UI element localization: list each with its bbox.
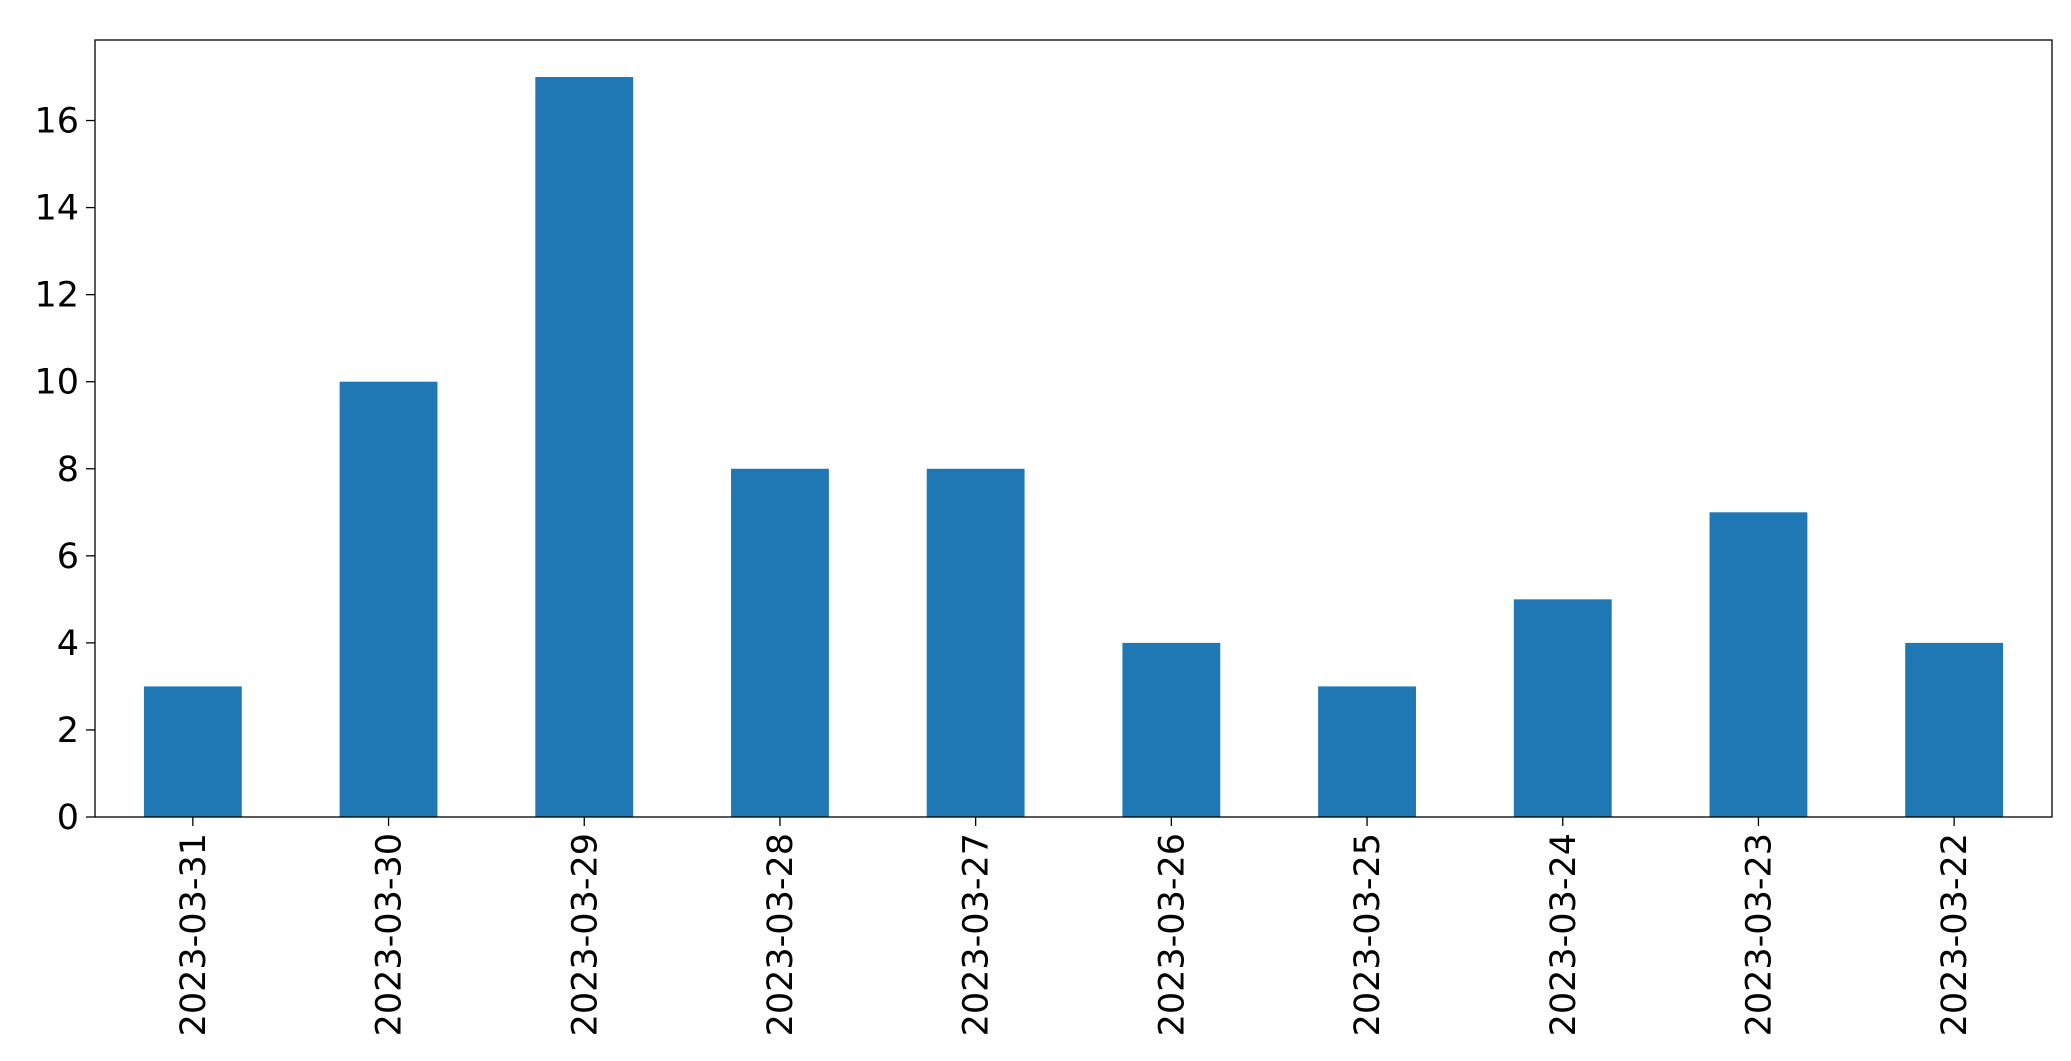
bar — [926, 468, 1025, 817]
x-tick-label: 2023-03-27 — [957, 833, 997, 1036]
plot-frame — [94, 39, 2053, 818]
y-tick-label: 10 — [34, 363, 79, 403]
bar — [1513, 599, 1612, 817]
x-tick-label: 2023-03-22 — [1935, 833, 1975, 1036]
x-tick-label: 2023-03-30 — [370, 833, 410, 1036]
x-tick-label: 2023-03-25 — [1348, 833, 1388, 1036]
bar — [1709, 512, 1808, 817]
x-tick-label: 2023-03-24 — [1544, 833, 1584, 1036]
y-tick-label: 14 — [34, 189, 79, 229]
x-tick-label: 2023-03-26 — [1152, 833, 1192, 1036]
bar — [1122, 642, 1221, 817]
x-tick-label: 2023-03-31 — [174, 833, 214, 1036]
bar — [1318, 686, 1416, 817]
bar — [731, 468, 829, 817]
y-tick-label: 6 — [57, 537, 79, 577]
x-tick-label: 2023-03-23 — [1739, 833, 1779, 1036]
y-tick-label: 0 — [57, 798, 79, 838]
bar — [1905, 642, 2004, 817]
y-tick-label: 16 — [34, 102, 79, 142]
bar — [339, 381, 438, 817]
y-tick-label: 4 — [57, 624, 79, 664]
x-tick-label: 2023-03-28 — [761, 833, 801, 1036]
y-tick-label: 12 — [34, 276, 79, 316]
bar — [535, 77, 634, 817]
y-tick-label: 8 — [57, 450, 79, 490]
bar — [143, 686, 242, 817]
y-tick-label: 2 — [57, 711, 79, 751]
x-tick-label: 2023-03-29 — [565, 833, 605, 1036]
